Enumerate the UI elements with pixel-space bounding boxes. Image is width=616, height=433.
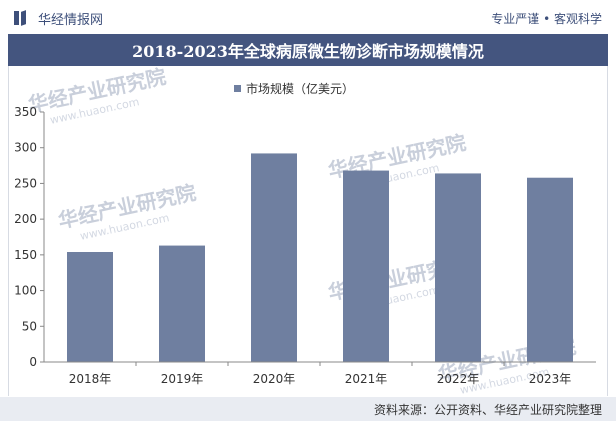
legend: 市场规模（亿美元） [234, 80, 354, 97]
top-bar: 华经情报网 专业严谨 • 客观科学 [0, 0, 616, 34]
brand-name: 华经情报网 [38, 12, 104, 28]
bar-group [67, 153, 573, 362]
y-tick-label: 50 [22, 319, 37, 333]
x-tick-label: 2019年 [161, 372, 204, 386]
x-tick-label: 2020年 [253, 372, 296, 386]
brand: 华经情报网 [14, 9, 104, 28]
slogan: 专业严谨 • 客观科学 [491, 12, 602, 26]
y-tick-label: 250 [14, 176, 37, 190]
y-tick-label: 100 [14, 284, 37, 298]
legend-label: 市场规模（亿美元） [246, 82, 355, 96]
x-axis: 2018年 2019年 2020年 2021年 2022年 2023年 [44, 361, 596, 386]
y-axis: 0 50 100 150 200 250 300 350 [14, 105, 45, 369]
y-tick-label: 300 [14, 141, 37, 155]
bar [527, 177, 573, 362]
bottom-spacer [0, 421, 616, 433]
y-tick-label: 200 [14, 212, 37, 226]
chart-frame [8, 66, 608, 396]
bar [251, 153, 297, 362]
source-bar: 资料来源：公开资料、华经产业研究院整理 [0, 397, 616, 421]
bar [67, 252, 113, 362]
y-tick-label: 150 [14, 248, 37, 262]
bar [435, 173, 481, 362]
chart-title: 2018-2023年全球病原微生物诊断市场规模情况 [132, 42, 484, 61]
legend-swatch [234, 85, 241, 92]
x-tick-label: 2022年 [437, 372, 480, 386]
y-tick-label: 350 [14, 105, 37, 119]
bar [343, 170, 389, 362]
x-tick-label: 2021年 [345, 372, 388, 386]
title-band: 2018-2023年全球病原微生物诊断市场规模情况 [8, 34, 608, 66]
bar [159, 245, 205, 362]
brand-logo-icon [14, 10, 30, 26]
x-tick-label: 2023年 [529, 372, 572, 386]
chart-canvas: 华经产业研究院www.huaon.com华经产业研究院www.huaon.com… [14, 64, 596, 397]
x-tick-label: 2018年 [69, 372, 112, 386]
y-tick-label: 0 [29, 355, 37, 369]
source-text: 资料来源：公开资料、华经产业研究院整理 [373, 403, 602, 417]
